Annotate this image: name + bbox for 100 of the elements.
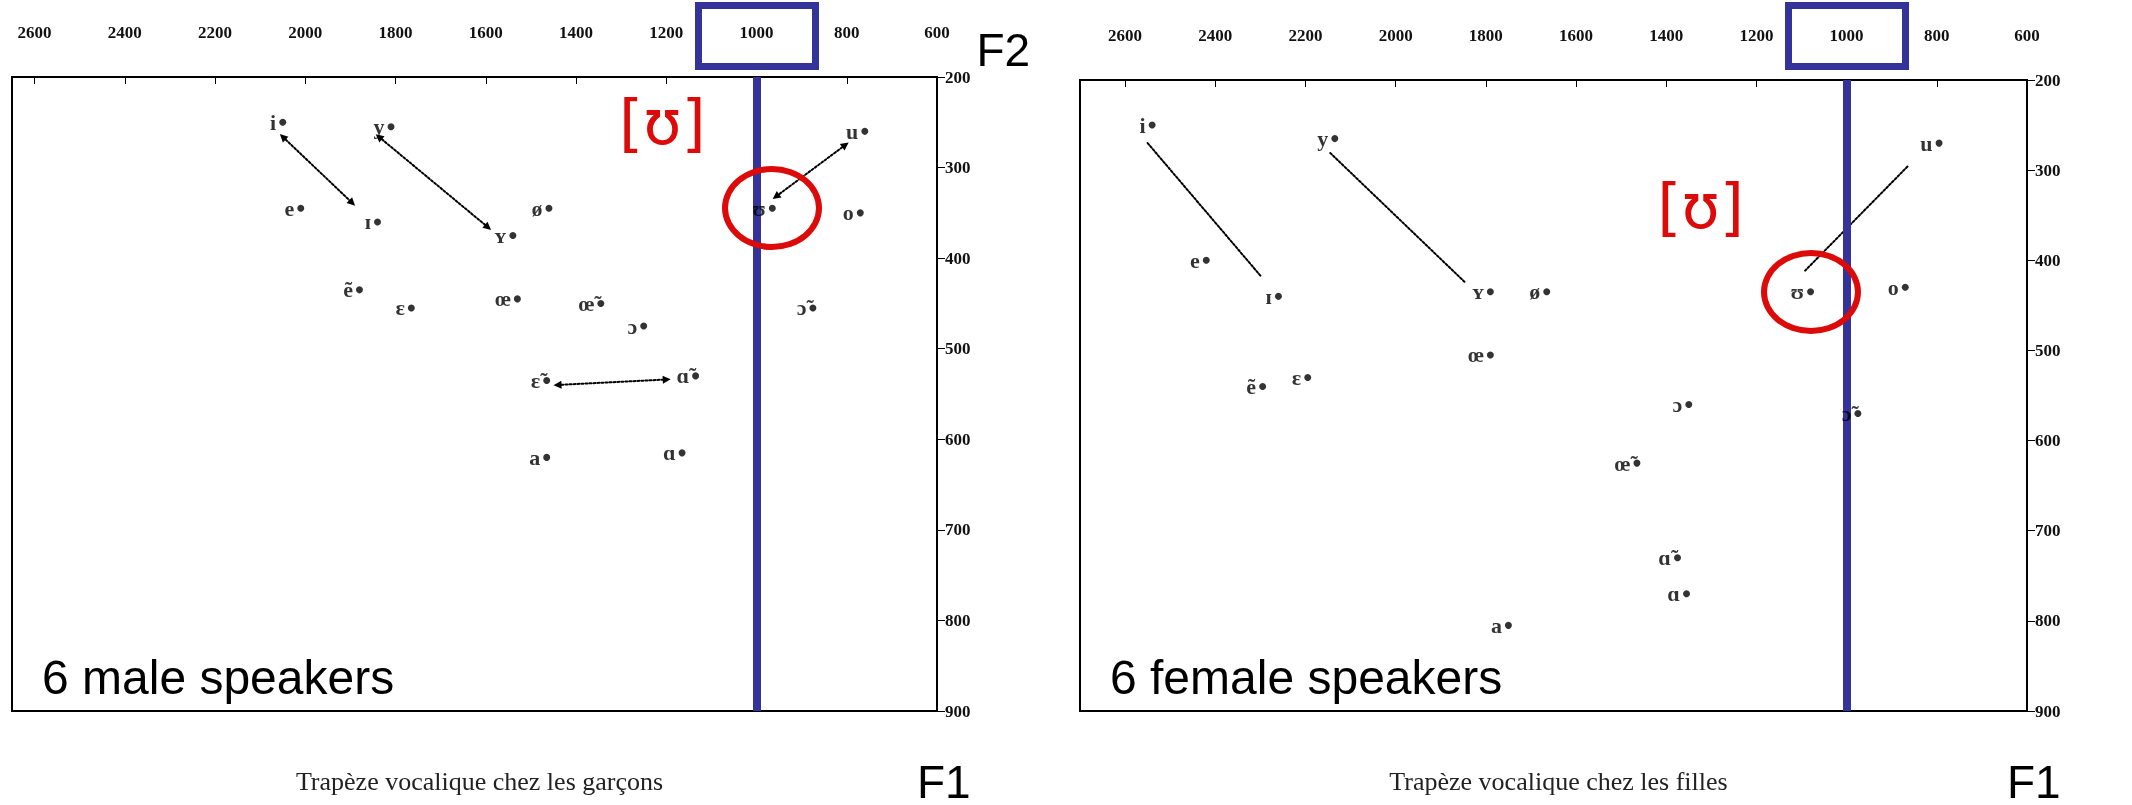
data-label: ɛ̃ [530,367,549,393]
x-tick-label: 1000 [1829,26,1864,45]
data-label: e [1190,247,1200,273]
data-label: o [842,200,854,226]
data-label: ø [1529,279,1541,305]
point [1274,292,1282,300]
y-tick-label: 600 [945,429,971,449]
data-label: u [846,118,859,144]
y-tick-label: 500 [2035,340,2061,360]
point [513,295,521,303]
data-label: ø [531,195,543,221]
point [1683,590,1691,598]
point [1901,283,1909,291]
y-tick-label: 400 [945,248,971,268]
y-axis-title: F1 [2007,756,2061,805]
x-tick-label: 1200 [1739,26,1774,45]
point [297,204,305,212]
data-label: i [270,109,277,135]
x-axis-title: F2 [976,24,1031,76]
point [640,322,648,330]
point [355,286,363,294]
point [545,204,553,212]
y-tick-label: 200 [2035,70,2061,90]
y-tick-label: 900 [945,701,971,721]
y-tick-label: 400 [2035,250,2061,270]
annotation: 6 male speakers [42,650,395,704]
x-tick-label: 1400 [1649,26,1684,45]
y-tick-label: 700 [945,520,971,540]
x-tick-label: 1200 [649,23,684,42]
y-tick-label: 500 [945,339,971,359]
y-tick-label: 300 [2035,160,2061,180]
point [1304,373,1312,381]
y-tick-label: 800 [2035,611,2061,631]
point [1543,288,1551,296]
point [1807,288,1815,296]
point [1331,135,1339,143]
data-label: ẽ [1246,373,1257,399]
point [768,204,776,212]
point [1148,121,1156,129]
point [1202,256,1210,264]
data-label: o [1887,274,1899,300]
point [861,127,869,135]
x-tick-label: 800 [834,23,860,42]
data-label: ʊ [1790,279,1805,305]
point [543,453,551,461]
x-tick-label: 600 [924,23,950,42]
data-label: ʏ [494,223,507,248]
data-label: ɔ [627,313,638,339]
data-label: y [1317,126,1329,152]
point [1259,382,1267,390]
data-label: ɑ [662,440,676,466]
data-label: i [1139,112,1146,138]
point [407,304,415,312]
x-tick-label: 1600 [468,23,503,42]
data-label: a [529,444,541,470]
y-tick-label: 700 [2035,521,2061,541]
text: Trapèze vocalique chez les filles [1389,766,1728,796]
x-tick-label: 2000 [288,23,323,42]
x-tick-label: 2400 [1198,26,1233,45]
data-label: œ̃ [578,290,603,316]
data-label: ɪ [364,209,371,235]
x-tick-label: 2200 [198,23,233,42]
point [387,123,395,131]
point [1486,288,1494,296]
data-label: ɑ̃ [1658,545,1679,571]
y-tick-label: 200 [945,67,971,87]
text: Trapèze vocalique chez les garçons [295,766,664,796]
x-tick-label: 800 [1924,26,1950,45]
data-label: u [1920,130,1933,156]
data-label: ẽ [343,277,354,303]
x-tick-label: 1800 [1468,26,1503,45]
data-label: œ̃ [1614,450,1639,476]
point [279,118,287,126]
x-tick-label: 1000 [739,23,774,42]
x-tick-label: 2600 [1108,26,1143,45]
point [856,209,864,217]
x-tick-label: 1800 [378,23,413,42]
data-label: ɑ [1667,581,1681,607]
data-label: ɪ [1265,283,1272,309]
point [373,218,381,226]
x-tick-label: 2200 [1288,26,1323,45]
x-tick-label: 2400 [107,23,142,42]
data-label: a [1490,612,1502,638]
x-tick-label: 600 [2014,26,2040,45]
data-label: e [284,195,295,221]
annotation: [ʊ] [617,86,707,160]
x-tick-label: 2600 [17,23,52,42]
x-tick-label: 2000 [1378,26,1413,45]
annotation: 6 female speakers [1110,650,1503,704]
y-axis-title: F1 [917,756,971,805]
y-tick-label: 300 [945,158,971,178]
point [1486,351,1494,359]
data-label: œ [494,286,511,312]
y-tick-label: 900 [2035,701,2061,721]
data-label: ɑ̃ [676,363,698,389]
y-tick-label: 800 [945,610,971,630]
data-label: ɛ [1291,364,1302,390]
x-tick-label: 1400 [559,23,594,42]
point [1685,401,1693,409]
point [1504,621,1512,629]
